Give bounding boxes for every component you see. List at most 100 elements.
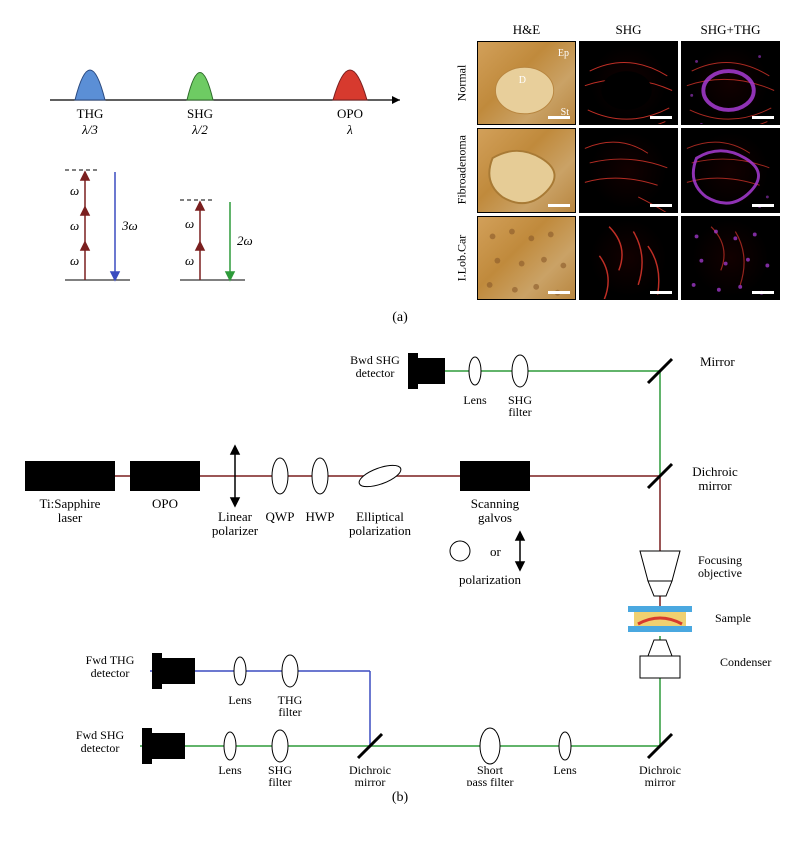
focus1: Focusing (698, 553, 742, 567)
sp2: pass filter (467, 775, 514, 786)
galvos-2: galvos (478, 510, 512, 525)
tile-lobcar-shg (579, 216, 678, 300)
opo-block-icon (130, 461, 200, 491)
panel-b: Ti:Sapphire laser OPO Linear polarizer Q… (20, 326, 780, 786)
dich3-2: mirror (355, 775, 386, 786)
thg-energy-diagram: ω ω ω 3ω (65, 170, 138, 280)
focus2: objective (698, 566, 742, 580)
svg-text:detector: detector (91, 666, 130, 680)
scalebar-icon (752, 204, 774, 207)
shg-filter-fwd-icon (272, 730, 288, 762)
ellpol-2: polarization (349, 523, 412, 538)
lens-fwdshg-label: Lens (218, 763, 242, 777)
shg-lambda: λ/2 (191, 122, 208, 137)
lens-bwd-label: Lens (463, 393, 487, 407)
fwdshg1: Fwd SHG (76, 728, 125, 742)
hwp-label: HWP (306, 509, 335, 524)
fwdthg1: Fwd THG (86, 653, 135, 667)
opo-label: OPO (337, 106, 363, 121)
fwd-shg-detector-icon (142, 728, 185, 764)
bwdshg1: Bwd SHG (350, 353, 400, 367)
lens-fwdthg-icon (234, 657, 246, 685)
shg-label: SHG (187, 106, 213, 121)
svg-text:detector: detector (81, 741, 120, 755)
tile-fibro-hne (477, 128, 576, 212)
sample-icon (628, 606, 692, 632)
tile-normal-shgthg (681, 41, 780, 125)
pol-word: polarization (459, 572, 522, 587)
svg-text:filter: filter (268, 775, 291, 786)
optical-setup-svg: Ti:Sapphire laser OPO Linear polarizer Q… (20, 326, 780, 786)
spectrum-diagram: THG λ/3 SHG λ/2 OPO λ (20, 20, 440, 300)
thg-w3: ω (70, 183, 79, 198)
col-head-2: SHG (579, 20, 678, 38)
focusing-objective-icon (640, 551, 680, 596)
tile-lobcar-hne (477, 216, 576, 300)
thg-label: THG (77, 106, 104, 121)
sample-label: Sample (715, 611, 751, 625)
svg-text:detector: detector (356, 366, 395, 380)
mirror-label: Mirror (700, 354, 735, 369)
svg-text:Fwd THG: Fwd THG (86, 653, 135, 667)
lens-fwd1-icon (559, 732, 571, 760)
svg-text:mirror: mirror (698, 478, 732, 493)
svg-text:Elliptical: Elliptical (356, 509, 404, 524)
ellpol-1: Elliptical (356, 509, 404, 524)
col-head-1: H&E (477, 20, 576, 38)
col-head-3: SHG+THG (681, 20, 780, 38)
svg-text:pass filter: pass filter (467, 775, 514, 786)
panel-a-label: (a) (20, 310, 780, 326)
dichroic1-1: Dichroic (692, 464, 738, 479)
galvos-block-icon (460, 461, 530, 491)
laser-label-1: Ti:Sapphire (40, 496, 101, 511)
condenser-icon (640, 640, 680, 678)
fwdthg2: detector (91, 666, 130, 680)
svg-text:filter: filter (508, 405, 531, 419)
tile-fibro-shgthg (681, 128, 780, 212)
linpol-1: Linear (218, 509, 253, 524)
tile-lobcar-shgthg (681, 216, 780, 300)
lens-fwd1-label: Lens (553, 763, 577, 777)
tile-normal-hne: Ep D St (477, 41, 576, 125)
lens-fwdshg-icon (224, 732, 236, 760)
annot-d: D (519, 75, 526, 86)
shg-w2: ω (185, 216, 194, 231)
opo-lambda: λ (346, 122, 353, 137)
thg-filter-icon (282, 655, 298, 687)
lens-bwd-icon (469, 357, 481, 385)
thgf2: filter (278, 705, 301, 719)
row-head-1: Normal (450, 41, 474, 125)
scalebar-icon (548, 204, 570, 207)
svg-text:Linear: Linear (218, 509, 253, 524)
svg-text:Scanning: Scanning (471, 496, 520, 511)
svg-text:Ti:Sapphire: Ti:Sapphire (40, 496, 101, 511)
bwdshg2: detector (356, 366, 395, 380)
scalebar-icon (650, 291, 672, 294)
svg-text:mirror: mirror (645, 775, 676, 786)
svg-text:laser: laser (58, 510, 83, 525)
svg-text:polarization: polarization (349, 523, 412, 538)
pol-or: or (490, 544, 502, 559)
lens-fwdthg-label: Lens (228, 693, 252, 707)
image-grid: H&E SHG SHG+THG Normal Ep D St (450, 20, 780, 300)
row-head-2: Fibroadenoma (450, 128, 474, 212)
thg-3w: 3ω (121, 218, 138, 233)
scalebar-icon (548, 291, 570, 294)
scalebar-icon (650, 204, 672, 207)
panel-b-label: (b) (20, 790, 780, 806)
shg-filter-bwd-icon (512, 355, 528, 387)
circular-pol-icon (450, 541, 470, 561)
svg-text:galvos: galvos (478, 510, 512, 525)
shg-peak-icon (187, 73, 213, 101)
dichroic1-2: mirror (698, 478, 732, 493)
shgf-f2: filter (268, 775, 291, 786)
svg-text:Focusing: Focusing (698, 553, 742, 567)
opo-peak-icon (333, 70, 367, 100)
svg-text:Bwd SHG: Bwd SHG (350, 353, 400, 367)
annot-ep: Ep (558, 48, 569, 59)
scalebar-icon (752, 116, 774, 119)
scalebar-icon (752, 291, 774, 294)
galvos-1: Scanning (471, 496, 520, 511)
svg-text:mirror: mirror (355, 775, 386, 786)
fwd-thg-detector-icon (152, 653, 195, 689)
